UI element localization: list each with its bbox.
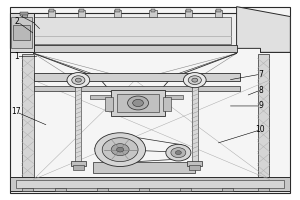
Bar [105,97,113,111]
Bar [71,161,86,166]
Text: 17: 17 [11,107,21,116]
Bar [10,13,237,48]
Bar [48,10,55,17]
Bar [73,165,84,170]
Bar [149,10,157,17]
Bar [78,10,85,17]
Circle shape [133,99,143,107]
Bar [75,82,81,162]
Circle shape [117,147,124,152]
Bar [117,94,159,112]
Text: 10: 10 [256,125,265,134]
Circle shape [183,73,206,88]
Bar [11,17,32,48]
Circle shape [67,73,90,88]
Bar [22,188,33,191]
Circle shape [192,78,198,82]
Bar [79,9,84,12]
Text: 8: 8 [258,86,263,95]
Bar [114,10,121,17]
Bar [22,54,34,179]
Bar [189,165,200,170]
Text: 1: 1 [14,52,19,61]
Bar [10,177,290,191]
Text: 7: 7 [258,70,263,79]
Bar [16,17,231,44]
Bar [13,25,30,40]
Circle shape [95,133,146,167]
Bar [111,90,165,116]
Bar [34,86,240,91]
Circle shape [75,78,81,82]
Circle shape [128,96,148,110]
Bar [20,12,28,15]
Bar [10,13,34,52]
Circle shape [188,76,201,85]
Bar [192,82,198,162]
Bar [139,188,149,191]
Bar [216,9,221,12]
Text: 2: 2 [15,17,20,26]
Bar [186,9,191,12]
Bar [258,188,269,191]
Bar [222,188,233,191]
Text: 9: 9 [258,101,263,110]
Bar [151,9,155,12]
Bar [97,188,108,191]
Bar [181,188,191,191]
Bar [34,73,240,81]
Bar [10,45,237,52]
Bar [93,162,195,173]
Circle shape [102,138,138,162]
Bar [90,95,183,99]
Bar [215,10,222,17]
Circle shape [176,151,182,155]
Bar [115,9,119,12]
Bar [257,54,269,179]
Circle shape [166,144,191,161]
Circle shape [72,76,85,85]
Bar [185,10,192,17]
Bar [16,180,284,188]
Circle shape [111,144,129,156]
Bar [55,188,66,191]
Bar [187,161,202,166]
Bar [49,9,54,12]
Polygon shape [237,7,290,52]
Circle shape [171,148,186,158]
Bar [22,12,27,17]
Bar [164,97,171,111]
